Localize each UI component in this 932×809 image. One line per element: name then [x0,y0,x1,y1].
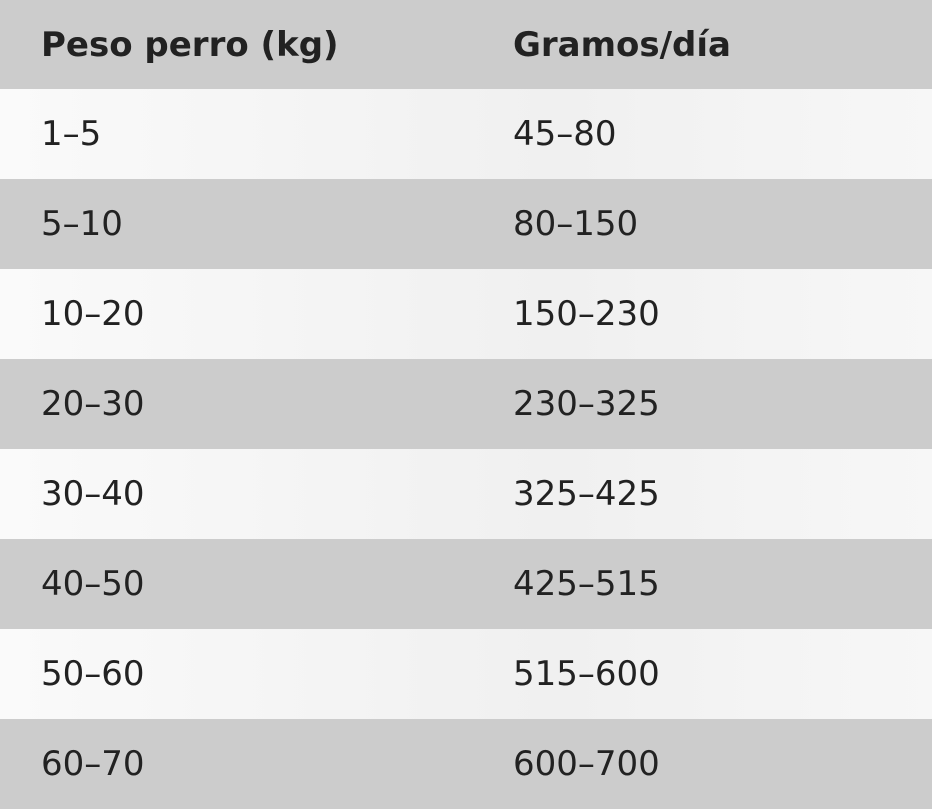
table-cell: 515–600 [513,654,660,694]
header-cell: Gramos/día [513,24,731,65]
table-row: 40–50 425–515 [0,539,932,629]
table-cell: 425–515 [513,564,660,604]
table-cell: 5–10 [41,204,123,244]
table-cell: 40–50 [41,564,145,604]
table-cell: 1–5 [41,114,102,154]
header-cell: Peso perro (kg) [41,24,339,65]
table-row: 50–60 515–600 [0,629,932,719]
table-cell: 50–60 [41,654,145,694]
table-cell: 600–700 [513,744,660,784]
table-cell: 30–40 [41,474,145,514]
table-row: 1–5 45–80 [0,89,932,179]
table-row: 5–10 80–150 [0,179,932,269]
table-cell: 80–150 [513,204,639,244]
table-cell: 45–80 [513,114,617,154]
table-row: 30–40 325–425 [0,449,932,539]
table-cell: 230–325 [513,384,660,424]
table-cell: 325–425 [513,474,660,514]
table-row: 60–70 600–700 [0,719,932,809]
table-cell: 10–20 [41,294,145,334]
table-cell: 20–30 [41,384,145,424]
table-cell: 150–230 [513,294,660,334]
header-row: Peso perro (kg) Gramos/día [0,0,932,89]
table-row: 10–20 150–230 [0,269,932,359]
table-row: 20–30 230–325 [0,359,932,449]
table-cell: 60–70 [41,744,145,784]
